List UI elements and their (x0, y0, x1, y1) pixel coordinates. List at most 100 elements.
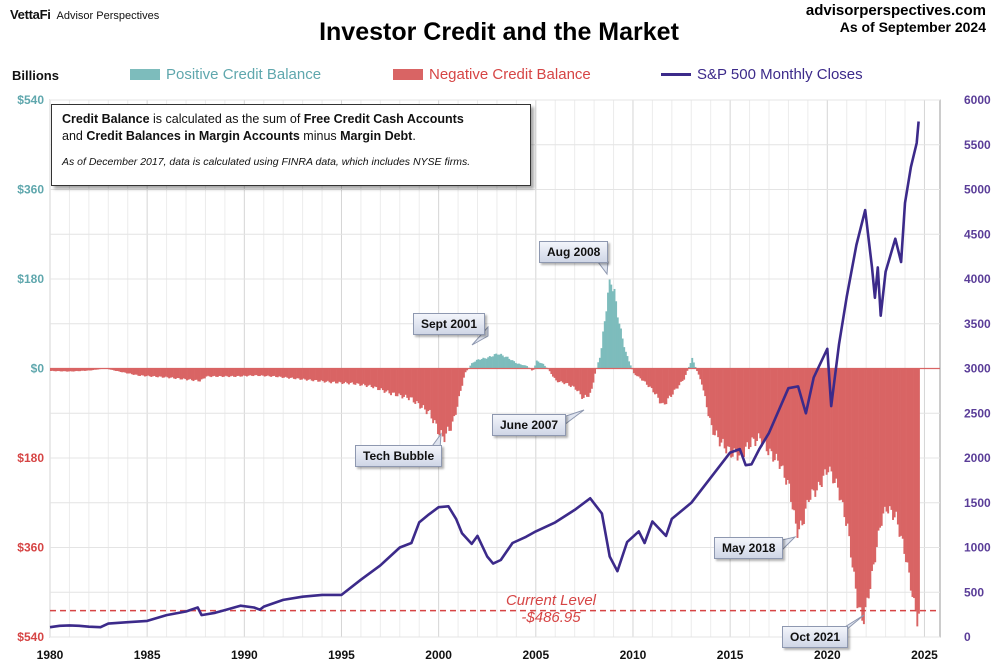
credit-bar (475, 359, 478, 369)
credit-bar (749, 368, 752, 448)
credit-bar (558, 368, 561, 383)
credit-bar (730, 368, 733, 458)
left-axis-tick: $540 (17, 630, 44, 644)
credit-bar (522, 365, 525, 369)
credit-bar (279, 368, 282, 377)
credit-bar (741, 368, 744, 455)
credit-bar (430, 368, 433, 419)
credit-bar (275, 368, 278, 378)
credit-bar (116, 368, 119, 372)
credit-bar (493, 354, 496, 369)
credit-bar (845, 368, 848, 526)
credit-bar (407, 368, 410, 401)
credit-bar (113, 368, 116, 371)
credit-bar (864, 368, 867, 608)
credit-bar (673, 368, 676, 390)
credit-bar (814, 368, 817, 497)
credit-bar (611, 291, 614, 369)
credit-bar (163, 368, 166, 378)
credit-bar (184, 368, 187, 380)
units-label: Billions (12, 68, 59, 83)
credit-bar (245, 368, 248, 377)
credit-bar (506, 356, 509, 369)
credit-bar (249, 368, 252, 376)
credit-bar (657, 368, 660, 398)
credit-bar (786, 368, 789, 480)
credit-bar (757, 368, 760, 434)
credit-bar (479, 359, 482, 369)
credit-bar (331, 368, 334, 382)
credit-bar (576, 368, 579, 392)
credit-bar (343, 368, 346, 384)
credit-bar (597, 362, 600, 369)
credit-bar (143, 368, 146, 377)
credit-bar (817, 368, 820, 482)
logo-brand: VettaFi (10, 7, 51, 22)
credit-bar (373, 368, 376, 387)
credit-bar (804, 368, 807, 509)
credit-bar (566, 368, 569, 384)
credit-bar (715, 368, 718, 431)
callout-may-2018: May 2018 (714, 537, 784, 559)
credit-bar (561, 368, 564, 383)
credit-bar (67, 368, 70, 372)
credit-bar (443, 368, 446, 443)
credit-bar (317, 368, 320, 382)
x-axis-tick: 1995 (328, 648, 355, 662)
credit-bar (509, 360, 512, 369)
credit-bar (543, 365, 546, 369)
credit-bar (626, 356, 629, 369)
credit-bar (503, 357, 506, 369)
credit-bar (370, 368, 373, 388)
credit-bar (346, 368, 349, 384)
credit-bar (148, 368, 151, 377)
credit-bar (723, 368, 726, 449)
credit-bar (911, 368, 914, 597)
credit-bar (424, 368, 426, 410)
credit-bar (456, 368, 459, 407)
credit-bar (718, 368, 721, 447)
credit-bar (176, 368, 179, 378)
credit-bar (895, 368, 898, 512)
credit-bar (119, 368, 122, 373)
credit-bar (451, 368, 454, 422)
credit-bar (877, 368, 880, 531)
right-axis-tick: 3000 (964, 362, 991, 376)
credit-bar (914, 368, 917, 612)
info-term-credit-balance: Credit Balance (62, 112, 150, 126)
credit-bar (775, 368, 778, 454)
credit-bar (322, 368, 324, 382)
credit-bar (496, 354, 499, 369)
credit-bar (916, 368, 919, 627)
credit-bar (362, 368, 365, 384)
credit-bar (825, 368, 828, 475)
credit-bar (849, 368, 852, 558)
credit-bar (197, 368, 200, 382)
credit-bar (803, 368, 805, 525)
callout-sept-2001: Sept 2001 (413, 313, 486, 335)
legend-negative-label: Negative Credit Balance (429, 66, 591, 83)
credit-bar (712, 368, 715, 435)
right-axis-tick: 4000 (964, 272, 991, 286)
credit-bar (318, 368, 321, 382)
credit-bar (587, 368, 590, 397)
credit-bar (127, 368, 130, 374)
credit-bar (874, 368, 877, 563)
credit-bar (584, 368, 587, 395)
legend-negative-swatch (393, 69, 423, 80)
credit-bar (734, 368, 737, 453)
credit-bar (713, 368, 716, 436)
credit-bar (498, 354, 501, 369)
credit-bar (326, 368, 329, 381)
credit-bar (335, 368, 337, 384)
credit-bar (297, 368, 300, 379)
credit-bar (403, 368, 405, 397)
credit-bar (453, 368, 456, 417)
sp500-line (49, 121, 920, 629)
credit-bar (560, 368, 563, 382)
credit-bar (639, 368, 642, 379)
credit-bar (339, 368, 342, 383)
credit-bar (867, 368, 870, 599)
credit-bar (469, 365, 472, 369)
credit-bar (247, 368, 250, 376)
